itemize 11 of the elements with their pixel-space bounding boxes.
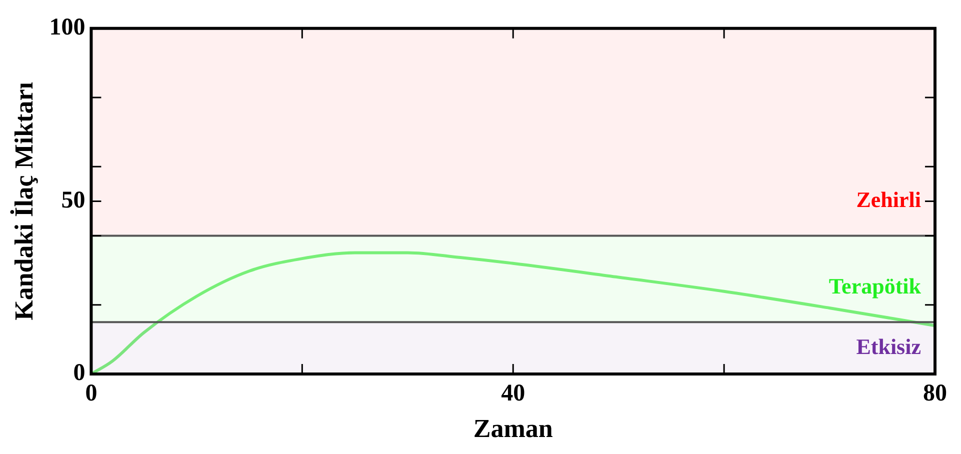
line-series <box>91 251 935 374</box>
x-tick-label: 40 <box>501 380 526 407</box>
y-axis-title: Kandaki İlaç Miktarı <box>9 82 38 320</box>
band-label: Etkisiz <box>856 334 922 359</box>
band-label: Zehirli <box>856 186 921 212</box>
y-tick-label: 50 <box>61 187 86 214</box>
band-label: Terapötik <box>828 273 922 298</box>
x-axis-title: Zaman <box>473 414 554 444</box>
x-tick-label: 80 <box>923 380 947 407</box>
y-tick-label: 0 <box>73 360 86 386</box>
y-tick-label: 100 <box>49 14 86 41</box>
